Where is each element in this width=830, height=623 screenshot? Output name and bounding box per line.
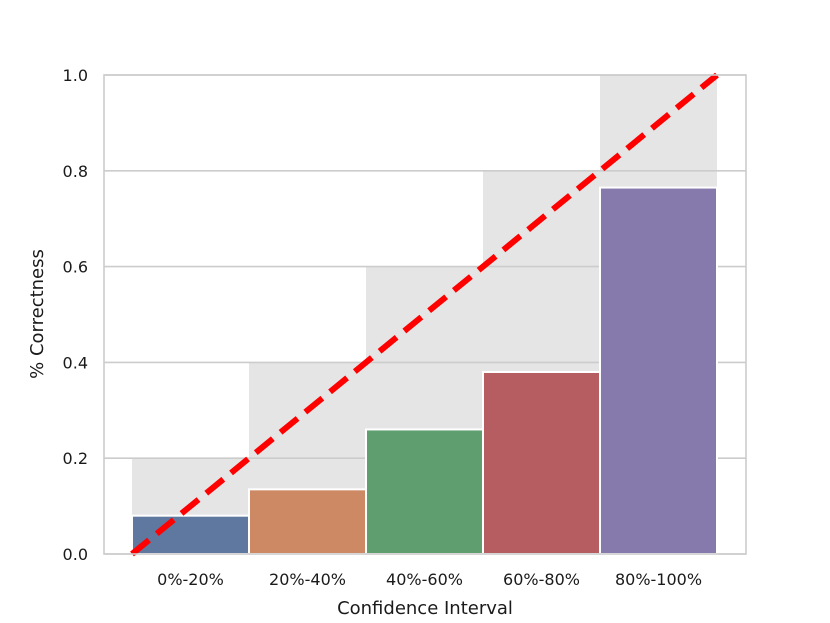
bar-4	[599, 186, 718, 555]
y-tick-label: 1.0	[63, 66, 88, 85]
bar-1	[248, 488, 367, 555]
bars-layer	[131, 186, 718, 556]
y-tick-label: 0.2	[63, 449, 88, 468]
y-tick-label: 0.0	[63, 545, 88, 564]
y-tick-label: 0.4	[63, 353, 88, 372]
bar-0	[131, 514, 250, 555]
bar-3	[482, 370, 601, 556]
x-tick-label: 20%-40%	[269, 570, 346, 589]
bar-2	[365, 428, 484, 555]
x-tick-labels: 0%-20% 20%-40% 40%-60% 60%-80% 80%-100%	[157, 570, 702, 589]
x-tick-label: 40%-60%	[386, 570, 463, 589]
y-tick-label: 0.8	[63, 162, 88, 181]
x-tick-label: 60%-80%	[503, 570, 580, 589]
y-axis-title: % Correctness	[27, 249, 48, 379]
plot-frame	[103, 74, 747, 555]
y-tick-labels: 0.0 0.2 0.4 0.6 0.8 1.0	[63, 66, 88, 564]
x-axis-title: Confidence Interval	[337, 598, 513, 619]
x-tick-label: 0%-20%	[157, 570, 224, 589]
x-tick-label: 80%-100%	[615, 570, 702, 589]
y-tick-label: 0.6	[63, 258, 88, 277]
